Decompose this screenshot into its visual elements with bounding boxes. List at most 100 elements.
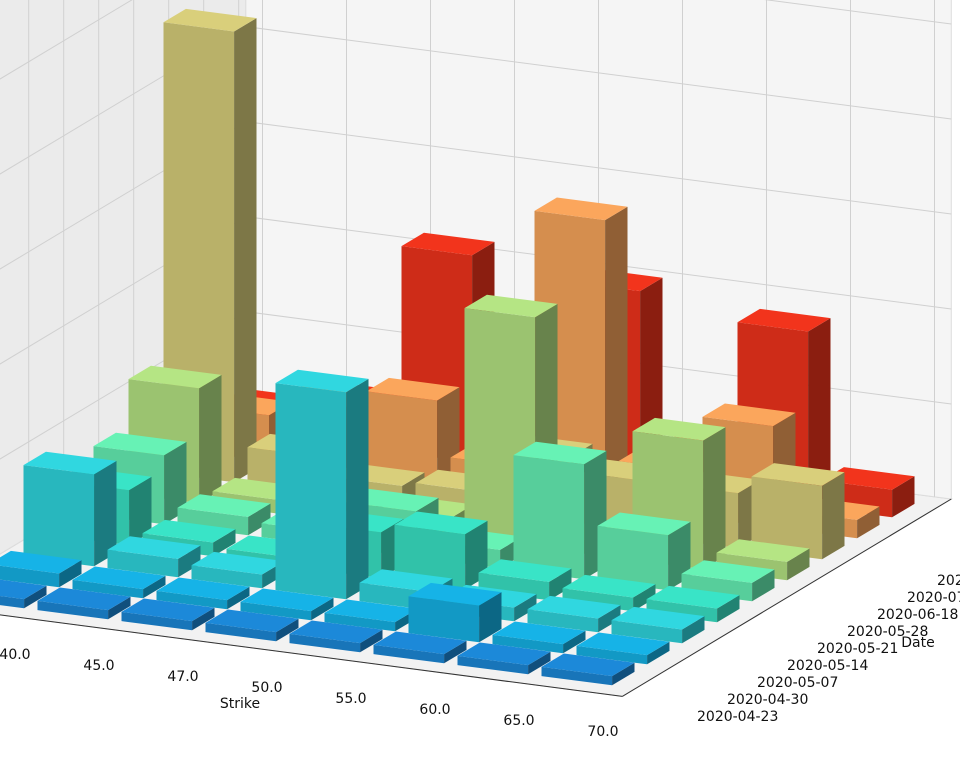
bar-side [59, 560, 82, 588]
bar [611, 606, 705, 644]
bar-front [240, 601, 312, 621]
bar-front [205, 622, 277, 642]
bar-top [163, 8, 257, 32]
y-tick-label: 2020-05-21 [817, 641, 898, 657]
y-tick-label: 202 [937, 573, 960, 589]
bar-top [275, 369, 369, 393]
bar-top [534, 197, 628, 221]
bar [597, 512, 691, 591]
bar [23, 451, 117, 567]
bar-side [563, 630, 586, 654]
bar-side [703, 427, 726, 570]
bar-top [681, 560, 775, 583]
bar-front [37, 600, 109, 620]
x-tick-label: 70.0 [587, 724, 618, 740]
bar [163, 8, 257, 483]
labels: Strike Date 40.0 45.0 47.0 50.0 55.0 60.0 65.0… [0, 573, 960, 740]
bar [156, 577, 250, 610]
bar-side [276, 618, 299, 642]
bar-top [821, 467, 915, 490]
bar-side [605, 206, 628, 506]
bar-side [234, 18, 257, 483]
bar-top [737, 308, 831, 332]
bar-top [646, 585, 740, 609]
x-tick-label: 45.0 [83, 658, 114, 674]
bar [492, 621, 586, 654]
bar-side [143, 575, 166, 599]
bar [0, 550, 82, 588]
bar-front [289, 633, 361, 653]
bar [457, 642, 551, 675]
bar [107, 536, 201, 578]
bar-top [366, 377, 460, 401]
bar-top [464, 294, 558, 318]
bar-top [492, 621, 586, 645]
bar [366, 377, 460, 484]
bar [541, 653, 635, 686]
bar-front [0, 565, 60, 588]
bar-top [611, 606, 705, 630]
bar-top [373, 631, 467, 655]
bar-top [527, 595, 621, 619]
bar-front [681, 573, 753, 602]
bar [177, 494, 271, 536]
bar-top [156, 577, 250, 601]
bars [0, 8, 915, 686]
bar-side [822, 472, 845, 560]
bar-front [275, 383, 347, 600]
bar-front [576, 645, 648, 665]
bar-top [240, 588, 334, 612]
bar-side [178, 545, 201, 578]
y-tick-label: 2020-06-18 [877, 607, 958, 623]
bar-top [345, 488, 439, 512]
bar-top [702, 403, 796, 427]
bar-front [324, 612, 396, 632]
bar-side [199, 374, 222, 504]
bar-side [682, 616, 705, 644]
x-axis-label: Strike [220, 696, 260, 712]
bar-front [394, 524, 466, 590]
bar-top [394, 511, 488, 535]
bar [394, 511, 488, 590]
bar-side [717, 595, 740, 623]
bar-top [23, 451, 117, 475]
bar-front [513, 455, 585, 580]
bar-top [0, 579, 47, 600]
bar-side [598, 605, 621, 633]
bar [408, 582, 502, 643]
bar-top [205, 609, 299, 633]
bar-side [311, 597, 334, 621]
bar [681, 560, 775, 602]
bar [37, 587, 131, 620]
bar-front [156, 590, 228, 610]
bar-side [612, 662, 635, 686]
bar [121, 598, 215, 631]
bar-side [647, 641, 670, 665]
bar [527, 595, 621, 633]
bar-side [24, 585, 47, 609]
bar-side [479, 592, 502, 643]
bar-front [527, 609, 599, 633]
bar [240, 588, 334, 621]
bar [72, 566, 166, 599]
bar-side [94, 460, 117, 567]
bar-side [192, 607, 215, 631]
bar-front [177, 507, 249, 536]
bar-front [478, 572, 550, 601]
bar-top [401, 232, 495, 256]
bar-top [408, 582, 502, 606]
bar-top [576, 632, 670, 656]
bar [205, 609, 299, 642]
y-tick-label: 2020-05-14 [787, 658, 868, 674]
wall-grid [0, 0, 952, 80]
bar [513, 441, 607, 580]
bar-front [191, 565, 263, 589]
bar-front [121, 611, 193, 631]
bar-top [289, 620, 383, 644]
bar-side [129, 476, 152, 546]
bar-top [751, 463, 845, 486]
bar-front [0, 595, 25, 609]
bar-front [597, 525, 669, 591]
bar [275, 369, 369, 600]
bar-side [248, 503, 271, 536]
